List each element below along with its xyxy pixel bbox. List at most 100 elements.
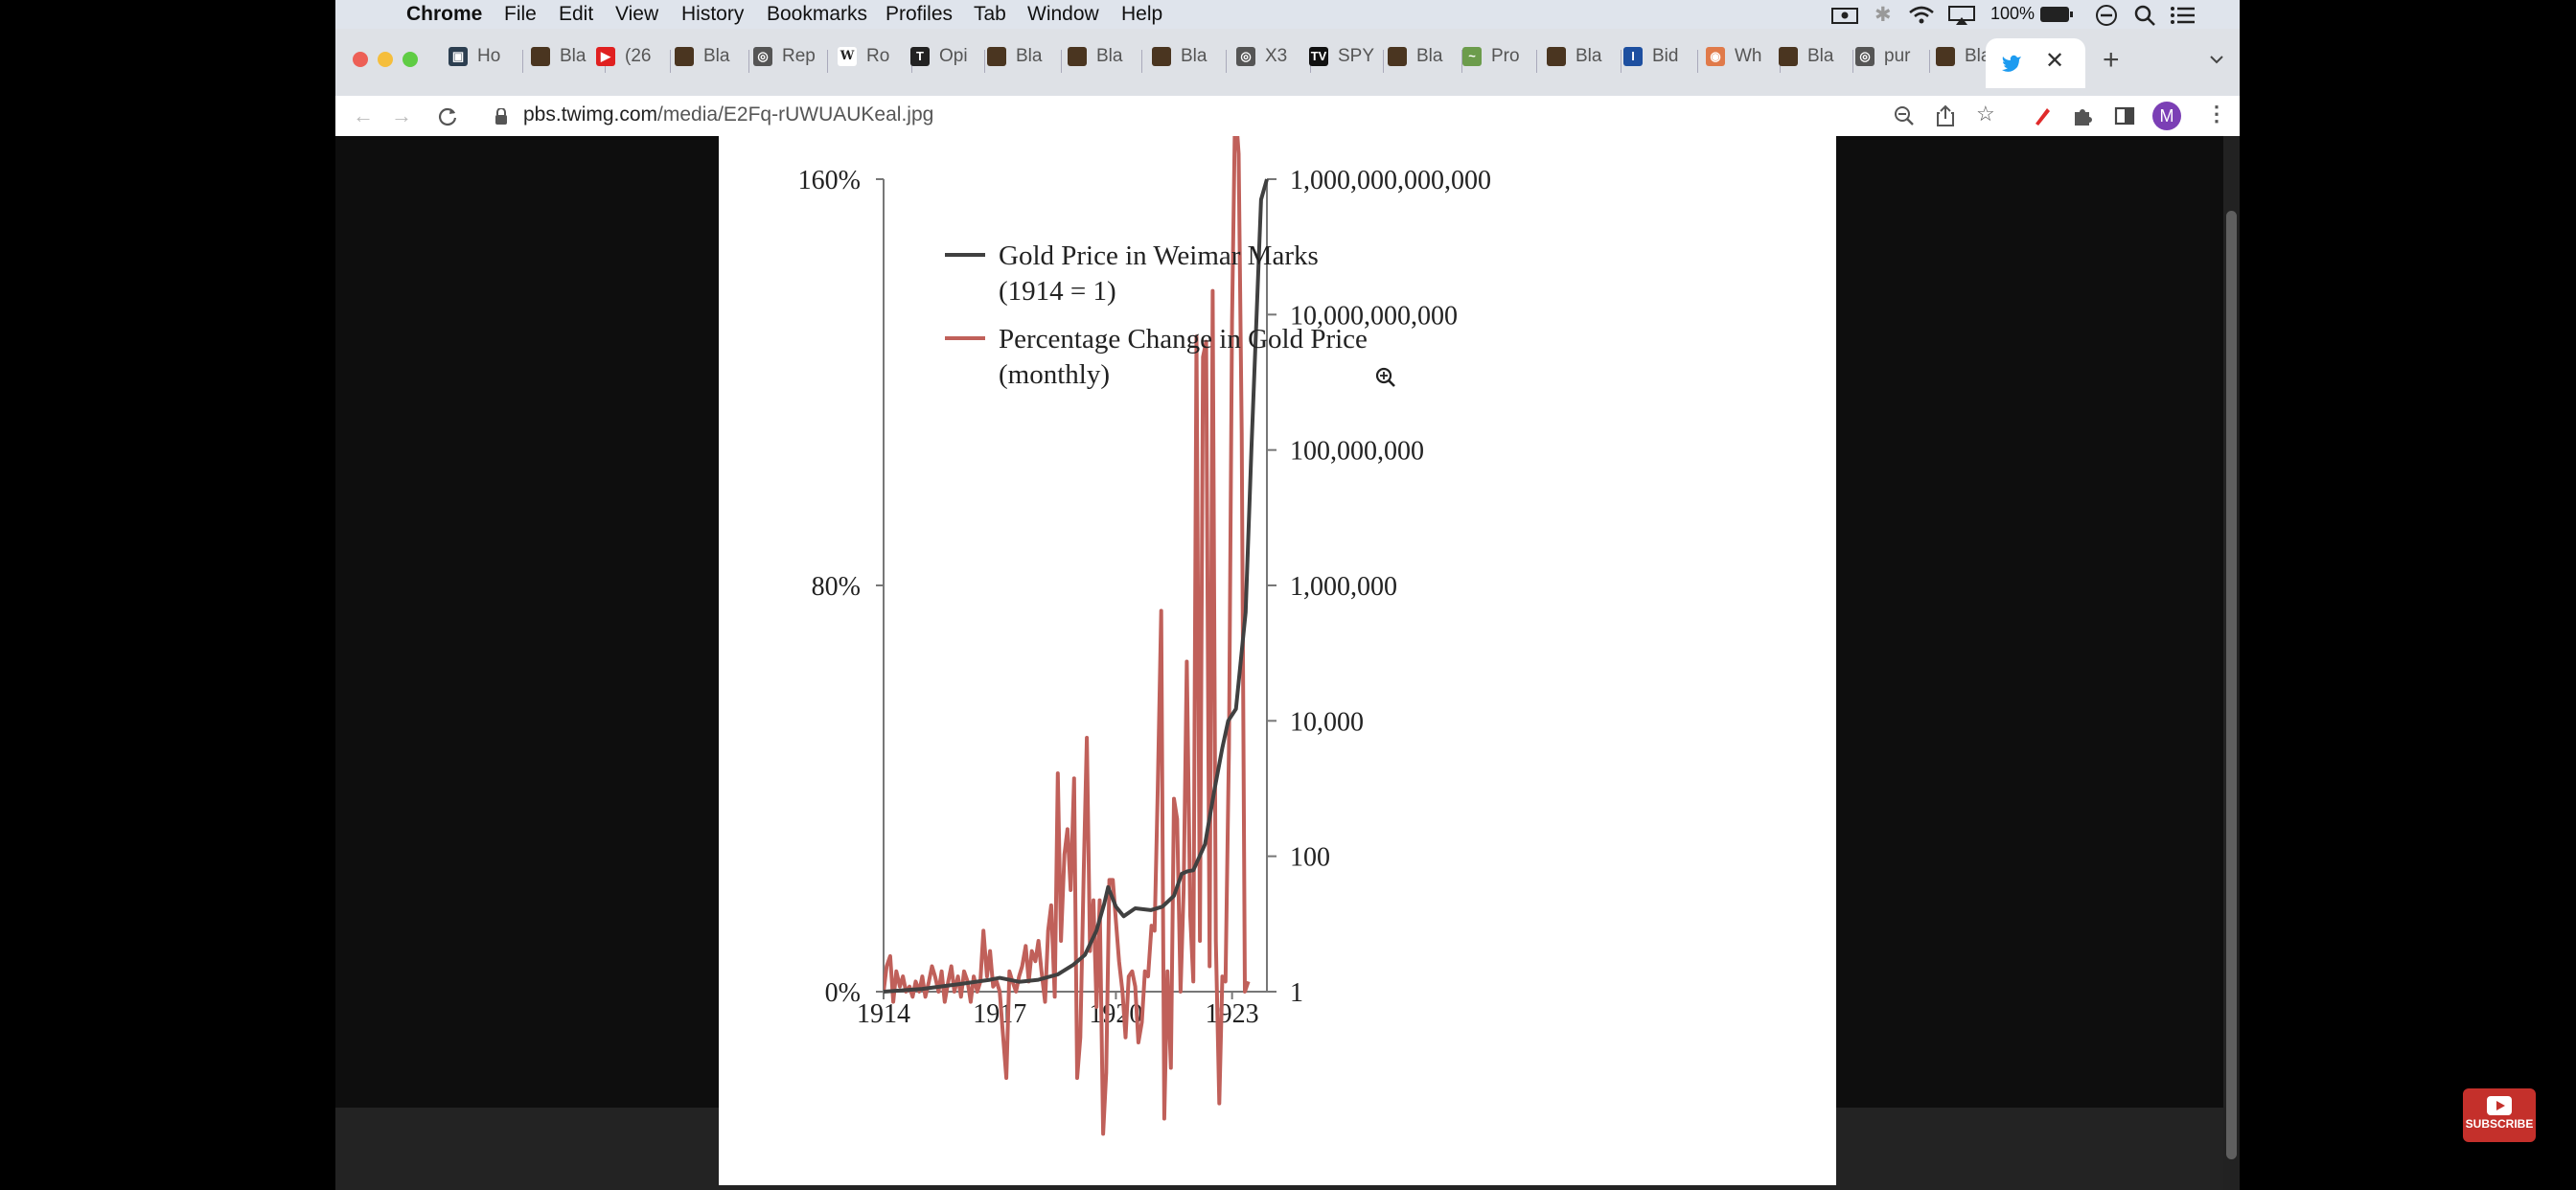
browser-tab[interactable]: Bla xyxy=(1388,46,1462,77)
tab-label: pur xyxy=(1884,46,1911,66)
address-bar[interactable]: pbs.twimg.com/media/E2Fq-rUWUAUKeal.jpg xyxy=(523,103,933,126)
tab-label: Bla xyxy=(703,46,730,66)
play-icon xyxy=(2487,1096,2512,1115)
menu-app-chrome[interactable]: Chrome xyxy=(406,3,483,25)
bookmark-star-icon[interactable]: ☆ xyxy=(1976,102,1995,126)
tab-separator xyxy=(827,50,828,73)
menu-edit[interactable]: Edit xyxy=(559,3,594,25)
chart-svg: 160% 80% 0% 1,000,000,000,000 10,000,000,000… xyxy=(798,136,1491,1136)
tab-favicon-icon xyxy=(1547,46,1566,66)
share-icon[interactable] xyxy=(1936,104,1955,127)
tab-separator xyxy=(1697,50,1698,73)
twitter-icon xyxy=(2002,55,2021,72)
browser-tab[interactable]: ~ Pro xyxy=(1462,46,1537,77)
right-tick-label: 10,000 xyxy=(1290,707,1364,737)
tab-favicon-icon xyxy=(987,46,1006,66)
profile-avatar[interactable]: M xyxy=(2152,102,2181,130)
browser-tab[interactable]: Bla xyxy=(1779,46,1853,77)
browser-tab[interactable]: ▣ Ho xyxy=(448,46,523,77)
lock-icon[interactable] xyxy=(494,108,508,126)
chrome-menu-icon[interactable]: ⋮ xyxy=(2206,102,2227,126)
tab-favicon-icon xyxy=(531,46,550,66)
tab-favicon-icon xyxy=(1152,46,1171,66)
focus-mode-icon[interactable] xyxy=(2095,4,2118,27)
menu-history[interactable]: History xyxy=(681,3,745,25)
browser-tab[interactable]: Bla xyxy=(675,46,749,77)
zoom-icon[interactable] xyxy=(1894,105,1915,126)
left-tick-label: 160% xyxy=(798,166,861,195)
tab-label: Pro xyxy=(1491,46,1520,66)
browser-tab[interactable]: Bla xyxy=(531,46,606,77)
browser-tab[interactable]: ◎ X3 xyxy=(1236,46,1311,77)
menu-tab[interactable]: Tab xyxy=(974,3,1006,25)
browser-tab[interactable]: ◎ Rep xyxy=(753,46,828,77)
legend-label-gold-sub: (1914 = 1) xyxy=(999,276,1116,307)
browser-tab[interactable]: T Opi xyxy=(910,46,985,77)
airplay-icon[interactable] xyxy=(1947,5,1976,26)
browser-tab[interactable]: I Bid xyxy=(1623,46,1698,77)
tab-label: SPY xyxy=(1338,46,1375,66)
close-tab-icon[interactable]: ✕ xyxy=(2045,48,2065,74)
browser-tab[interactable]: Bla xyxy=(1068,46,1142,77)
browser-tab[interactable]: TV SPY xyxy=(1309,46,1384,77)
tab-label: Opi xyxy=(939,46,968,66)
tab-favicon-icon: I xyxy=(1623,46,1643,66)
tab-favicon-icon xyxy=(1936,46,1955,66)
extensions-puzzle-icon[interactable] xyxy=(2072,105,2093,126)
scrollbar[interactable] xyxy=(2223,136,2240,1190)
side-panel-icon[interactable] xyxy=(2114,106,2135,126)
tab-separator xyxy=(984,50,985,73)
close-window-button[interactable] xyxy=(353,52,368,67)
bluetooth-icon[interactable]: ✱ xyxy=(1874,4,1892,26)
minimize-window-button[interactable] xyxy=(378,52,393,67)
legend-label-percentage-sub: (monthly) xyxy=(999,359,1110,390)
menu-window[interactable]: Window xyxy=(1027,3,1099,25)
tab-label: Bla xyxy=(1965,46,1991,66)
spotlight-search-icon[interactable] xyxy=(2133,4,2156,27)
series-line-gold-price xyxy=(884,178,1269,994)
menu-file[interactable]: File xyxy=(504,3,537,25)
tab-label: Bla xyxy=(560,46,586,66)
tab-separator xyxy=(1929,50,1930,73)
tab-search-chevron-icon[interactable] xyxy=(2209,54,2224,65)
new-tab-button[interactable]: + xyxy=(2103,44,2120,76)
menu-bookmarks[interactable]: Bookmarks xyxy=(767,3,868,25)
right-tick-label: 100,000,000 xyxy=(1290,437,1424,467)
browser-tab[interactable]: ◎ pur xyxy=(1855,46,1930,77)
chart-image[interactable]: 160% 80% 0% 1,000,000,000,000 10,000,000,000… xyxy=(719,136,1836,1185)
wifi-icon[interactable] xyxy=(1907,4,1936,25)
menu-view[interactable]: View xyxy=(615,3,659,25)
tab-favicon-icon: ▶ xyxy=(596,46,615,66)
tab-separator xyxy=(1536,50,1537,73)
control-center-icon[interactable] xyxy=(2170,5,2196,26)
extension-pen-icon[interactable] xyxy=(2032,104,2053,127)
back-arrow-icon[interactable]: ← xyxy=(353,103,374,127)
tab-label: Ro xyxy=(866,46,890,66)
active-tab[interactable]: ✕ xyxy=(1986,38,2085,88)
tab-favicon-icon: ▣ xyxy=(448,46,468,66)
browser-tab[interactable]: W Ro xyxy=(838,46,912,77)
reload-icon[interactable] xyxy=(437,105,458,126)
left-tick-label: 80% xyxy=(812,572,861,602)
browser-tab[interactable]: ▶ (26 xyxy=(596,46,671,77)
screen-record-icon[interactable] xyxy=(1830,6,1861,25)
browser-tab[interactable]: Bla xyxy=(1152,46,1227,77)
tab-label: Bla xyxy=(1576,46,1602,66)
url-path: /media/E2Fq-rUWUAUKeal.jpg xyxy=(657,103,934,126)
subscribe-button[interactable]: SUBSCRIBE xyxy=(2463,1088,2536,1142)
browser-tab[interactable]: Bla xyxy=(987,46,1062,77)
battery-icon[interactable] xyxy=(2039,6,2074,23)
tab-label: Bid xyxy=(1652,46,1679,66)
forward-arrow-icon[interactable]: → xyxy=(391,103,412,127)
zoom-cursor-icon xyxy=(1375,367,1392,384)
browser-tab[interactable]: ◉ Wh xyxy=(1706,46,1781,77)
menu-help[interactable]: Help xyxy=(1121,3,1163,25)
menu-profiles[interactable]: Profiles xyxy=(886,3,954,25)
zoom-window-button[interactable] xyxy=(402,52,418,67)
subscribe-label: SUBSCRIBE xyxy=(2465,1117,2534,1131)
tab-label: (26 xyxy=(625,46,652,66)
scrollbar-thumb[interactable] xyxy=(2226,211,2237,1159)
tab-favicon-icon xyxy=(1068,46,1087,66)
browser-tab[interactable]: Bla xyxy=(1547,46,1622,77)
